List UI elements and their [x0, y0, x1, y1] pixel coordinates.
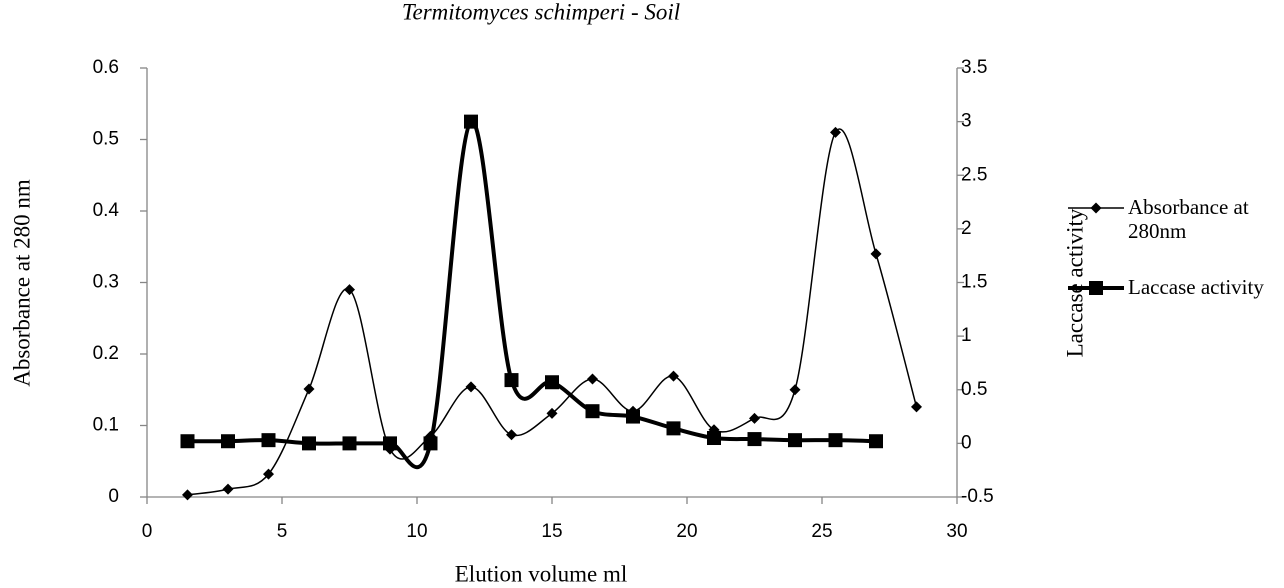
y-tick-label: 0.1: [93, 415, 119, 436]
marker: [180, 434, 195, 449]
series-line: [187, 119, 877, 470]
marker: [504, 373, 519, 388]
x-tick-label: 15: [541, 521, 562, 542]
marker: [545, 375, 559, 390]
marker: [830, 126, 841, 138]
marker: [383, 436, 397, 451]
marker: [344, 284, 355, 296]
marker: [666, 421, 681, 436]
marker: [342, 436, 357, 451]
legend-label: Laccase activity: [1128, 275, 1264, 299]
marker: [303, 383, 315, 395]
marker: [828, 433, 843, 448]
marker: [626, 409, 640, 424]
y2-tick-label: 1.5: [961, 272, 987, 293]
x-tick-label: 20: [676, 521, 697, 542]
y2-axis-label: Laccase activity: [1062, 208, 1087, 357]
marker: [546, 407, 558, 419]
marker: [221, 434, 235, 449]
legend-marker: [1090, 202, 1102, 214]
y2-tick-label: 3.5: [961, 57, 987, 78]
legend-entry: Absorbance at 280nm: [1128, 195, 1249, 243]
marker: [465, 381, 477, 393]
marker: [789, 384, 801, 396]
marker: [707, 431, 721, 446]
marker: [749, 412, 760, 424]
marker: [302, 436, 316, 451]
y-axis-label: Absorbance at 280 nm: [9, 179, 34, 387]
marker: [222, 483, 234, 495]
y2-tick-label: 0.5: [961, 379, 987, 400]
y2-tick-label: 2: [961, 218, 972, 239]
x-tick-label: 30: [946, 521, 967, 542]
marker: [870, 248, 882, 260]
x-tick-label: 25: [811, 521, 832, 542]
y2-tick-label: -0.5: [961, 486, 994, 507]
y2-tick-label: 2.5: [961, 164, 987, 185]
y-tick-label: 0.2: [93, 343, 119, 364]
marker: [423, 436, 438, 451]
y-tick-label: 0: [108, 486, 119, 507]
marker: [587, 373, 598, 385]
x-tick-label: 5: [277, 521, 288, 542]
legend-label: Absorbance at 280nm: [1128, 195, 1249, 243]
y-tick-label: 0.5: [93, 129, 119, 150]
marker: [747, 432, 762, 447]
marker: [464, 114, 478, 129]
x-tick-label: 0: [142, 521, 153, 542]
y-tick-label: 0.6: [93, 57, 119, 78]
y2-tick-label: 3: [961, 111, 972, 132]
marker: [182, 489, 193, 501]
y2-tick-label: 1: [961, 325, 972, 346]
y-tick-label: 0.3: [93, 272, 119, 293]
chart-title: Termitomyces schimperi - Soil: [402, 0, 680, 24]
x-tick-label: 10: [406, 521, 427, 542]
marker: [911, 401, 922, 413]
y2-tick-label: 0: [961, 432, 972, 453]
legend-marker: [1089, 281, 1103, 295]
marker: [869, 434, 883, 449]
legend-entry: Laccase activity: [1128, 275, 1264, 299]
marker: [261, 433, 276, 448]
marker: [263, 468, 274, 480]
marker: [506, 429, 517, 441]
x-axis-label: Elution volume ml: [455, 561, 628, 586]
y-tick-label: 0.4: [93, 200, 120, 221]
marker: [668, 370, 679, 382]
marker: [788, 433, 802, 448]
marker: [585, 404, 600, 419]
